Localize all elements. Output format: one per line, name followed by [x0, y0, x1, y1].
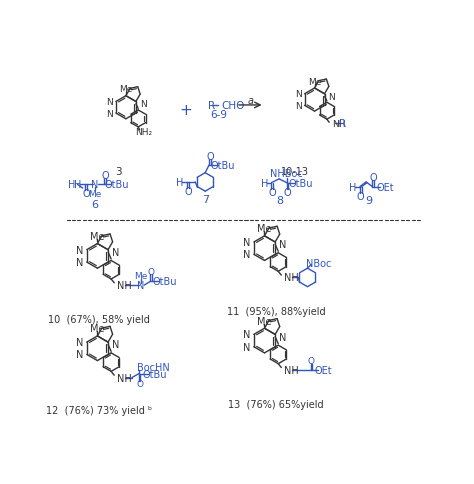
- Text: Me: Me: [257, 316, 272, 326]
- Text: N: N: [106, 98, 113, 107]
- Text: BocHN: BocHN: [137, 362, 170, 372]
- Text: Me: Me: [90, 324, 105, 333]
- Text: 3: 3: [115, 167, 121, 177]
- Text: N: N: [243, 330, 251, 340]
- Text: 12  (76%) 73% yield ᵇ: 12 (76%) 73% yield ᵇ: [46, 405, 152, 415]
- Text: O: O: [148, 267, 155, 276]
- Text: O: O: [184, 187, 192, 197]
- Text: N: N: [112, 340, 119, 349]
- Text: O: O: [82, 189, 90, 199]
- Text: O: O: [284, 188, 292, 197]
- Text: NH: NH: [284, 365, 299, 375]
- Text: 9: 9: [365, 196, 372, 206]
- Text: CHO: CHO: [221, 101, 245, 111]
- Text: N: N: [279, 240, 286, 250]
- Text: NH: NH: [332, 119, 346, 128]
- Text: H: H: [261, 178, 268, 188]
- Text: N: N: [137, 281, 145, 290]
- Text: Me: Me: [88, 190, 102, 198]
- Text: O: O: [357, 191, 365, 201]
- Text: N: N: [91, 180, 99, 190]
- Text: H: H: [349, 182, 357, 192]
- Text: Me: Me: [257, 224, 272, 234]
- Text: O: O: [136, 379, 143, 388]
- Text: OtBu: OtBu: [210, 161, 235, 171]
- Text: N: N: [295, 90, 301, 99]
- Text: OEt: OEt: [315, 365, 332, 375]
- Text: Me: Me: [119, 85, 133, 94]
- Text: R: R: [208, 101, 215, 111]
- Text: OtBu: OtBu: [142, 369, 166, 379]
- Text: OEt: OEt: [376, 182, 394, 192]
- Text: O: O: [206, 151, 214, 162]
- Text: N: N: [76, 350, 83, 360]
- Text: 11  (95%), 88%yield: 11 (95%), 88%yield: [227, 307, 325, 317]
- Text: H: H: [68, 180, 75, 190]
- Text: 10  (67%), 58% yield: 10 (67%), 58% yield: [48, 314, 150, 324]
- Text: R: R: [339, 119, 346, 129]
- Text: N: N: [140, 100, 146, 109]
- Text: H: H: [73, 180, 81, 190]
- Text: O: O: [308, 356, 315, 365]
- Text: N: N: [76, 337, 83, 348]
- Text: NH: NH: [117, 281, 132, 290]
- Text: Me: Me: [308, 77, 321, 86]
- Text: N: N: [243, 250, 251, 260]
- Text: N: N: [76, 257, 83, 268]
- Text: N: N: [106, 109, 113, 118]
- Text: N: N: [243, 342, 251, 352]
- Text: 8: 8: [276, 195, 283, 205]
- Text: 6: 6: [91, 199, 98, 209]
- Text: O: O: [101, 171, 109, 181]
- Text: 6-9: 6-9: [210, 110, 227, 120]
- Text: H: H: [176, 178, 183, 188]
- Text: Me: Me: [135, 272, 148, 281]
- Text: N: N: [295, 102, 301, 111]
- Text: O: O: [268, 188, 276, 197]
- Text: N: N: [76, 245, 83, 255]
- Text: OtBu: OtBu: [152, 277, 176, 287]
- Text: 13  (76%) 65%yield: 13 (76%) 65%yield: [228, 399, 324, 409]
- Text: NHBoc: NHBoc: [271, 169, 303, 179]
- Text: a: a: [247, 96, 254, 106]
- Text: OtBu: OtBu: [104, 180, 129, 190]
- Text: Me: Me: [90, 231, 105, 242]
- Text: 10-13: 10-13: [281, 167, 309, 177]
- Text: NBoc: NBoc: [306, 258, 331, 268]
- Text: 7: 7: [201, 195, 209, 204]
- Text: +: +: [180, 103, 192, 118]
- Text: NH: NH: [284, 273, 299, 283]
- Text: N: N: [112, 247, 119, 257]
- Text: N: N: [279, 332, 286, 342]
- Text: N: N: [243, 238, 251, 247]
- Text: N: N: [328, 92, 335, 101]
- Text: O: O: [369, 173, 377, 183]
- Text: OtBu: OtBu: [288, 178, 313, 188]
- Text: NH₂: NH₂: [135, 128, 152, 136]
- Text: NH: NH: [117, 373, 132, 383]
